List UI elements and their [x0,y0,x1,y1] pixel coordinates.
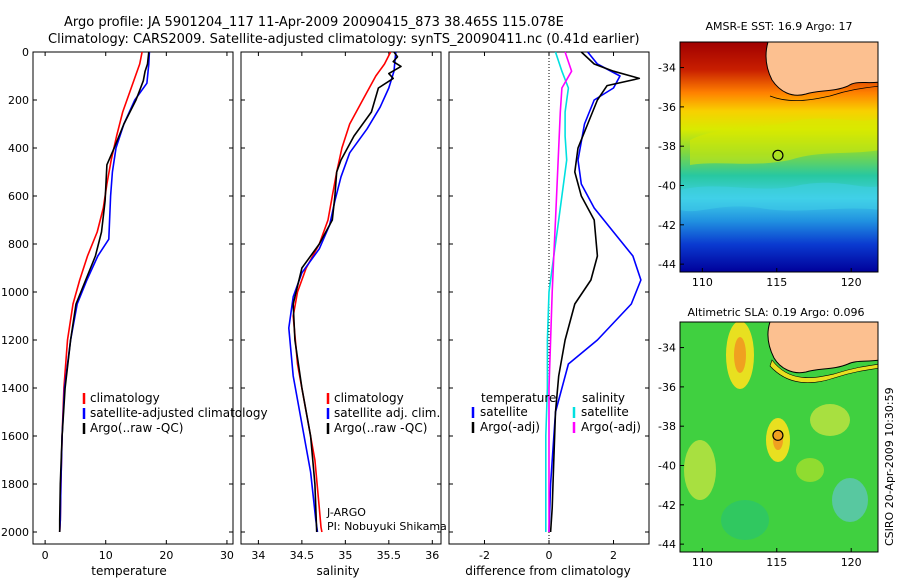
salinity-legend-label: climatology [334,391,404,405]
salinity-xtick-label: 35 [338,549,352,562]
header-line-2: Climatology: CARS2009. Satellite-adjuste… [48,32,640,47]
sla-map: Altimetric SLA: 0.19 Argo: 0.096 110 115 1… [658,306,879,569]
difference-legend-label: satellite [581,405,629,419]
sla-blob-6 [832,478,868,522]
depth-tick-label: 2000 [1,526,29,539]
salinity-xtick-label: 34.5 [290,549,315,562]
sst-coast-contour [769,85,878,101]
sst-map-lat-tick-label: -36 [658,101,676,114]
depth-tick-label: 400 [8,142,29,155]
difference-xtick-label: -2 [479,549,490,562]
temperature-legend-label: Argo(..raw -QC) [90,421,183,435]
difference-xtick-label: 0 [546,549,553,562]
salinity-panel: salinity J-ARGO PI: Nobuyuki Shikama 34 3… [240,51,447,578]
depth-tick-label: 1200 [1,334,29,347]
sla-coast-band [769,359,878,384]
temperature-xtick-label: 20 [159,549,173,562]
sst-map-lat-tick-label: -34 [658,62,676,75]
salinity-plot-frame [240,51,442,545]
sla-map-lon-tick-label: 120 [841,556,862,569]
depth-tick-label: 1000 [1,286,29,299]
depth-tick-label: 1400 [1,382,29,395]
sla-map-lon-tick-label: 115 [766,556,787,569]
sla-map-frame [679,321,879,553]
sst-map-argo-position-marker [772,149,784,161]
temperature-xlabel: temperature [91,564,166,578]
salinity-xlabel: salinity [316,564,359,578]
sst-map-lat-tick-label: -42 [658,219,676,232]
difference-xtick-label: 2 [610,549,617,562]
temperature-xtick-label: 30 [220,549,234,562]
temperature-xtick-label: 10 [99,549,113,562]
difference-legend-label: satellite [480,405,528,419]
difference-legend-label: Argo(-adj) [581,420,641,434]
side-stamp: CSIRO 20-Apr-2009 10:30:59 [883,387,896,546]
depth-tick-label: 600 [8,190,29,203]
temperature-satellite-adjusted-climatology-line [58,51,151,533]
difference-temperature-argo-adj-line [549,51,641,533]
sla-blob-3 [684,440,716,500]
difference-legend-label: Argo(-adj) [480,420,540,434]
difference-salinity-argo-adj-line [548,51,573,532]
sst-map-lat-tick-label: -44 [658,258,676,271]
sla-blob-1-core [734,337,746,373]
sla-map-argo-position-marker [772,429,784,441]
temperature-climatology-line [58,51,143,533]
sla-map-lat-tick-label: -44 [658,538,676,551]
pi-annotation: PI: Nobuyuki Shikama [327,520,447,533]
temperature-panel: temperature 0 10 20 30 0 200 400 600 800 1000 1200… [1,46,268,578]
sla-land [767,322,878,374]
salinity-legend-label: satellite adj. clim. [334,406,440,420]
sla-blob-4 [810,404,850,436]
sst-warm-eddy [690,118,878,165]
sla-map-title: Altimetric SLA: 0.19 Argo: 0.096 [687,306,864,319]
project-annotation: J-ARGO [326,506,366,519]
difference-xlabel: difference from climatology [465,564,631,578]
temperature-xtick-label: 0 [42,549,49,562]
depth-tick-label: 200 [8,94,29,107]
salinity-satellite-adj-clim-line [287,51,397,533]
sst-map-lon-tick-label: 115 [766,276,787,289]
temperature-argo-raw-qc-line [58,51,150,532]
salinity-xtick-label: 36 [425,549,439,562]
sla-map-lat-tick-label: -40 [658,460,676,473]
sst-map-lat-tick-label: -40 [658,180,676,193]
depth-tick-label: 0 [22,46,29,59]
sla-map-lat-tick-label: -42 [658,499,676,512]
temperature-legend-label: climatology [90,391,160,405]
legend-group-salinity: salinity [582,391,625,405]
difference-salinity-satellite-line [544,51,570,532]
temperature-plot-frame [32,51,234,545]
salinity-xtick-label: 35.5 [377,549,402,562]
sst-cool-band [680,182,878,212]
header-line-1: Argo profile: JA 5901204_117 11-Apr-2009… [64,15,564,30]
sla-map-lat-tick-label: -36 [658,381,676,394]
sst-map-lat-tick-label: -38 [658,140,676,153]
salinity-xtick-label: 34 [251,549,265,562]
sla-map-lon-tick-label: 110 [692,556,713,569]
sst-map-lon-tick-label: 110 [692,276,713,289]
difference-temperature-satellite-line [548,51,642,533]
salinity-legend-label: Argo(..raw -QC) [334,421,427,435]
sla-blob-7 [796,458,824,482]
sla-map-lat-tick-label: -38 [658,420,676,433]
sst-map-lon-tick-label: 120 [841,276,862,289]
difference-panel: difference from climatology -2 0 2 temperat… [448,51,650,578]
sst-land [765,42,878,96]
sst-map: AMSR-E SST: 16.9 Argo: 17 110 115 120 -34 -3… [658,20,879,289]
sst-map-title: AMSR-E SST: 16.9 Argo: 17 [705,20,852,33]
sla-blob-5 [721,500,769,540]
sla-map-lat-tick-label: -34 [658,342,676,355]
depth-tick-label: 1600 [1,430,29,443]
depth-tick-label: 800 [8,238,29,251]
depth-tick-label: 1800 [1,478,29,491]
sst-map-frame [679,41,879,273]
legend-group-temperature: temperature [481,391,556,405]
temperature-legend-label: satellite-adjusted climatology [90,406,268,420]
salinity-argo-raw-qc-line [292,51,402,533]
